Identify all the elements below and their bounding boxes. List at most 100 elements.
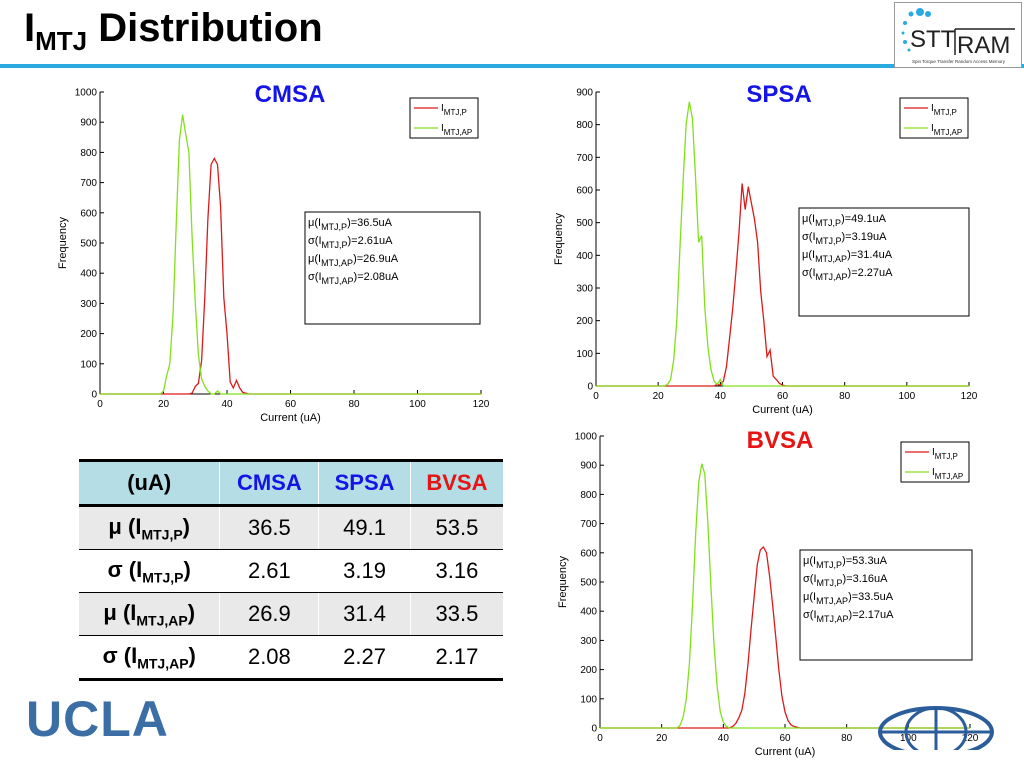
y-tick-label: 500 <box>80 239 97 250</box>
row-header: μ (IMTJ,P) <box>79 505 220 550</box>
y-tick-label: 800 <box>576 120 593 131</box>
y-tick-label: 200 <box>580 665 597 676</box>
y-tick-label: 200 <box>80 329 97 340</box>
table-cell: 3.19 <box>318 549 411 593</box>
stats-line: σ(IMTJ,P)=2.61uA <box>308 235 393 250</box>
stats-line: σ(IMTJ,AP)=2.08uA <box>308 271 399 286</box>
table-cell: 31.4 <box>318 592 411 636</box>
y-tick-label: 800 <box>580 490 597 501</box>
y-axis-label: Frequency <box>553 213 565 265</box>
logo-tagline: Spin Torque Transfer Random Access Memor… <box>912 59 1006 64</box>
title-rest: Distribution <box>87 6 323 50</box>
y-tick-label: 1000 <box>575 432 598 443</box>
row-header: μ (IMTJ,AP) <box>79 592 220 636</box>
y-tick-label: 800 <box>80 148 97 159</box>
x-tick-label: 60 <box>779 733 791 744</box>
x-tick-label: 100 <box>409 399 426 410</box>
stats-box <box>799 549 973 661</box>
y-tick-label: 600 <box>580 548 597 559</box>
series-line-0 <box>100 157 481 395</box>
y-tick-label: 0 <box>587 382 593 393</box>
y-tick-label: 100 <box>580 694 597 705</box>
y-tick-label: 100 <box>576 349 593 360</box>
logo-dot-icon <box>901 31 905 35</box>
series-line-1 <box>600 463 970 729</box>
x-tick-label: 0 <box>97 399 103 410</box>
table-header-unit: (uA) <box>79 459 220 507</box>
y-tick-label: 0 <box>91 390 97 401</box>
title-subscript: MTJ <box>35 26 88 56</box>
series-line-0 <box>596 183 969 387</box>
y-tick-label: 700 <box>580 519 597 530</box>
y-tick-label: 300 <box>580 636 597 647</box>
y-tick-label: 0 <box>591 724 597 735</box>
table-cell: 33.5 <box>409 592 503 636</box>
chart-title: SPSA <box>746 81 811 108</box>
logo-stt-text: STT <box>910 26 956 53</box>
logo-dot-icon <box>925 11 931 17</box>
x-tick-label: 100 <box>898 391 915 402</box>
logo-dot-icon <box>907 48 911 52</box>
stats-line: σ(IMTJ,AP)=2.17uA <box>803 609 894 624</box>
y-tick-label: 400 <box>80 269 97 280</box>
chart-title: CMSA <box>255 81 326 108</box>
table-cell: 2.27 <box>318 635 411 681</box>
legend-entry: IMTJ,P <box>931 103 957 117</box>
table-cell: 49.1 <box>318 505 411 550</box>
chart-title: BVSA <box>747 427 814 454</box>
x-tick-label: 20 <box>158 399 170 410</box>
y-tick-label: 300 <box>80 299 97 310</box>
series-line-0 <box>600 545 970 729</box>
y-tick-label: 900 <box>576 88 593 99</box>
y-axis-label: Frequency <box>57 217 69 269</box>
table-header-row: (uA) CMSA SPSA BVSA <box>79 459 503 507</box>
stats-box <box>304 211 481 325</box>
x-tick-label: 120 <box>962 733 979 744</box>
x-tick-label: 60 <box>777 391 789 402</box>
stats-box <box>798 207 970 317</box>
y-tick-label: 900 <box>80 118 97 129</box>
stats-line: σ(IMTJ,AP)=2.27uA <box>802 267 893 282</box>
legend-entry: IMTJ,P <box>932 447 958 461</box>
stats-line: σ(IMTJ,P)=3.19uA <box>802 231 887 246</box>
table-header-cmsa: CMSA <box>219 459 319 507</box>
x-tick-label: 80 <box>348 399 360 410</box>
stats-line: μ(IMTJ,AP)=26.9uA <box>308 253 399 268</box>
y-tick-label: 100 <box>80 359 97 370</box>
y-tick-label: 300 <box>576 284 593 295</box>
x-tick-label: 20 <box>656 733 668 744</box>
row-header: σ (IMTJ,P) <box>79 549 220 593</box>
row-header: σ (IMTJ,AP) <box>79 635 220 681</box>
table-row: σ (IMTJ,P) 2.61 3.19 3.16 <box>79 549 503 593</box>
y-tick-label: 900 <box>580 461 597 472</box>
y-axis-label: Frequency <box>557 556 569 608</box>
x-tick-label: 80 <box>841 733 853 744</box>
y-tick-label: 400 <box>576 251 593 262</box>
table-cell: 3.16 <box>409 549 503 593</box>
table-cell: 2.61 <box>219 549 319 593</box>
x-tick-label: 20 <box>653 391 665 402</box>
x-tick-label: 40 <box>718 733 730 744</box>
legend-box <box>900 441 970 483</box>
x-axis-label: Current (uA) <box>755 746 816 758</box>
y-tick-label: 700 <box>576 153 593 164</box>
chart-cmsa: CMSA 0 20 40 60 80 100 120 0 100 200 300 400 500 600 70… <box>50 78 500 428</box>
table-cell: 2.17 <box>409 635 503 681</box>
x-tick-label: 80 <box>839 391 851 402</box>
table-cell: 36.5 <box>219 505 319 550</box>
x-tick-label: 120 <box>961 391 978 402</box>
series-line-1 <box>596 101 969 387</box>
logo-dot-icon <box>903 40 907 44</box>
chart-svg: CMSA 0 20 40 60 80 100 120 0 100 200 300 400 500 600 70… <box>57 81 490 424</box>
legend-box <box>409 97 479 139</box>
logo-dot-icon <box>916 8 924 16</box>
title-main: I <box>24 6 36 50</box>
y-tick-label: 700 <box>80 178 97 189</box>
legend-box <box>899 97 969 139</box>
x-tick-label: 0 <box>593 391 599 402</box>
table-header-spsa: SPSA <box>318 459 411 507</box>
table-row: μ (IMTJ,AP) 26.9 31.4 33.5 <box>79 592 503 636</box>
table-header-bvsa: BVSA <box>409 459 503 507</box>
y-tick-label: 400 <box>580 607 597 618</box>
